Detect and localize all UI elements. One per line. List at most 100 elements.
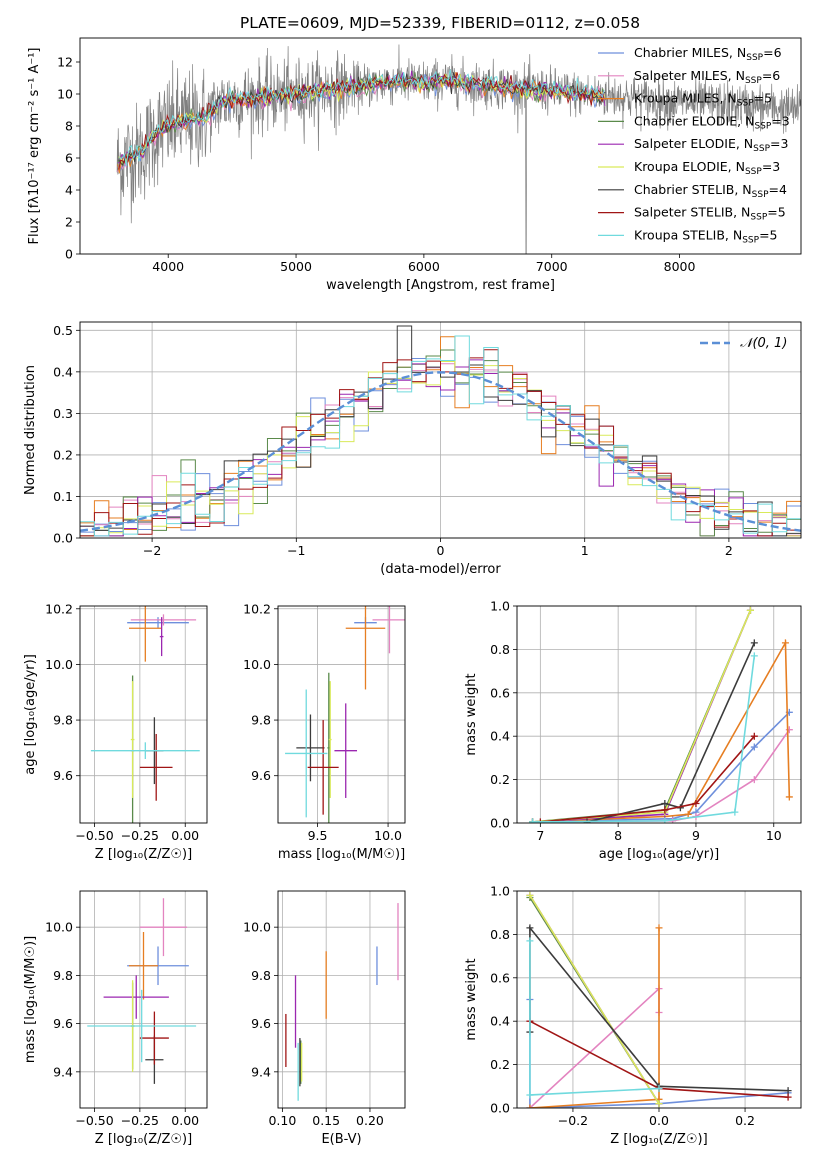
errorbar-point: [90, 742, 200, 760]
y-tick-label: 10.2: [243, 601, 271, 616]
axes-frame: [79, 890, 208, 1109]
y-tick-label: 0.0: [490, 1101, 510, 1116]
weight-marker: [526, 1104, 534, 1108]
errorbar-point: [139, 733, 173, 801]
y-axis-label: mass [log₁₀(M/M☉)]: [23, 936, 38, 1063]
x-tick-label: −2: [143, 543, 161, 558]
y-tick-label: 1.0: [490, 599, 510, 614]
y-tick-label: 9.6: [251, 768, 271, 783]
errorbar-point: [345, 606, 386, 690]
weight-line: [586, 642, 756, 823]
weight-marker: [529, 818, 537, 823]
x-tick-label: −0.50: [75, 828, 113, 843]
errorbar-point: [128, 606, 162, 662]
weight-line: [529, 894, 660, 1105]
y-tick-label: 10.2: [45, 601, 73, 616]
y-tick-label: 8: [65, 119, 73, 134]
axes-frame: [79, 37, 802, 255]
weight-line: [532, 610, 752, 823]
normal-curve: [80, 371, 801, 532]
y-tick-label: 0.0: [53, 531, 73, 546]
weight-marker: [731, 808, 739, 816]
panel-weight_vs_Z: −0.2 0.0 0.2 0.0 0.2 0.4 0.6 0.8 1.0 Z [log₁₀(Z/Z…: [464, 884, 802, 1147]
errorbar-point: [127, 617, 189, 629]
histogram-kroupa-stelib: [80, 335, 801, 538]
panel-weight_vs_age: 7 8 9 10 0.0 0.2 0.4 0.6 0.8 1.0 age [log₁₀(age/yr…: [464, 599, 802, 862]
weight-marker: [750, 732, 758, 740]
panel-spectrum: 4000 5000 6000 7000 8000 0 2 4 6 8 10 12 wavelength …: [27, 37, 802, 293]
weight-marker: [784, 1093, 792, 1101]
y-tick-label: 6: [65, 151, 73, 166]
y-axis-label: age [log₁₀(age/yr)]: [23, 654, 38, 775]
y-tick-label: 0.1: [53, 489, 73, 504]
weight-marker: [655, 1084, 663, 1092]
y-tick-label: 9.6: [251, 1016, 271, 1031]
x-axis-label: Z [log₁₀(Z/Z☉)]: [95, 847, 192, 862]
y-tick-label: 12: [57, 55, 73, 70]
x-tick-label: 10.0: [374, 828, 402, 843]
y-tick-label: 0.6: [490, 970, 510, 985]
weight-line: [532, 610, 752, 823]
x-tick-label: 0.20: [356, 1113, 384, 1128]
legend-label: Chabrier STELIB, NSSP=4: [634, 182, 787, 200]
legend-label: Salpeter STELIB, NSSP=5: [634, 205, 786, 223]
y-tick-label: 9.4: [251, 1064, 271, 1079]
weight-line: [532, 610, 752, 823]
x-tick-label: −0.2: [558, 1113, 588, 1128]
x-tick-label: −1: [287, 543, 305, 558]
x-axis-label: Z [log₁₀(Z/Z☉)]: [610, 1132, 707, 1147]
x-tick-label: 0.00: [171, 1113, 199, 1128]
legend-label: Kroupa ELODIE, NSSP=3: [634, 159, 780, 177]
weight-marker: [684, 810, 692, 818]
y-tick-label: 0.2: [490, 1057, 510, 1072]
x-tick-label: 5000: [280, 259, 312, 274]
y-tick-label: 10.0: [45, 920, 73, 935]
weight-marker: [750, 652, 758, 660]
axes-frame: [277, 890, 406, 1109]
plot-area: [90, 606, 200, 823]
x-axis-label: age [log₁₀(age/yr)]: [599, 847, 720, 862]
model-spectrum-line: [118, 69, 605, 167]
legend-label: Kroupa MILES, NSSP=5: [634, 91, 772, 109]
errorbar-point: [285, 689, 328, 818]
weight-line: [529, 927, 660, 1108]
x-tick-label: 1: [581, 543, 589, 558]
legend-label: Kroupa STELIB, NSSP=5: [634, 227, 778, 245]
y-tick-label: 0.5: [53, 323, 73, 338]
x-tick-label: 0.2: [735, 1113, 755, 1128]
y-tick-label: 9.8: [251, 968, 271, 983]
errorbar-point: [128, 931, 159, 1000]
x-tick-label: 7000: [536, 259, 568, 274]
y-tick-label: 0.4: [490, 1014, 510, 1029]
weight-marker: [750, 776, 758, 784]
legend: Chabrier MILES, NSSP=6 Salpeter MILES, NS…: [598, 45, 790, 245]
errorbar-point: [139, 1011, 169, 1065]
weight-line: [532, 655, 756, 823]
x-tick-label: 6000: [408, 259, 440, 274]
x-axis-label: Z [log₁₀(Z/Z☉)]: [95, 1132, 192, 1147]
x-tick-label: 4000: [152, 259, 184, 274]
weight-marker: [526, 1091, 534, 1099]
errorbar-point: [103, 975, 169, 1019]
y-tick-label: 9.6: [53, 768, 73, 783]
weight-line: [532, 729, 790, 823]
axes-frame: [516, 890, 802, 1109]
weight-marker: [661, 806, 669, 814]
weight-marker: [655, 924, 663, 932]
weight-marker: [781, 639, 789, 647]
y-tick-label: 9.8: [251, 713, 271, 728]
weight-line: [540, 735, 755, 823]
errorbar-point: [130, 681, 135, 798]
y-tick-label: 0.2: [490, 772, 510, 787]
x-tick-label: 0.10: [268, 1113, 296, 1128]
legend-label: Salpeter MILES, NSSP=6: [634, 68, 780, 86]
y-tick-label: 1.0: [490, 884, 510, 899]
legend-label: Chabrier MILES, NSSP=6: [634, 45, 782, 63]
panel-mass_vs_Z: −0.50 −0.25 0.00 9.4 9.6 9.8 10.0 Z [log₁₀(Z/Z☉…: [23, 890, 208, 1147]
y-tick-label: 9.8: [53, 968, 73, 983]
y-tick-label: 0.8: [490, 927, 510, 942]
errorbar-point: [139, 898, 188, 957]
y-tick-label: 10.0: [45, 657, 73, 672]
errorbar-point: [159, 617, 164, 657]
weight-marker: [661, 799, 669, 807]
